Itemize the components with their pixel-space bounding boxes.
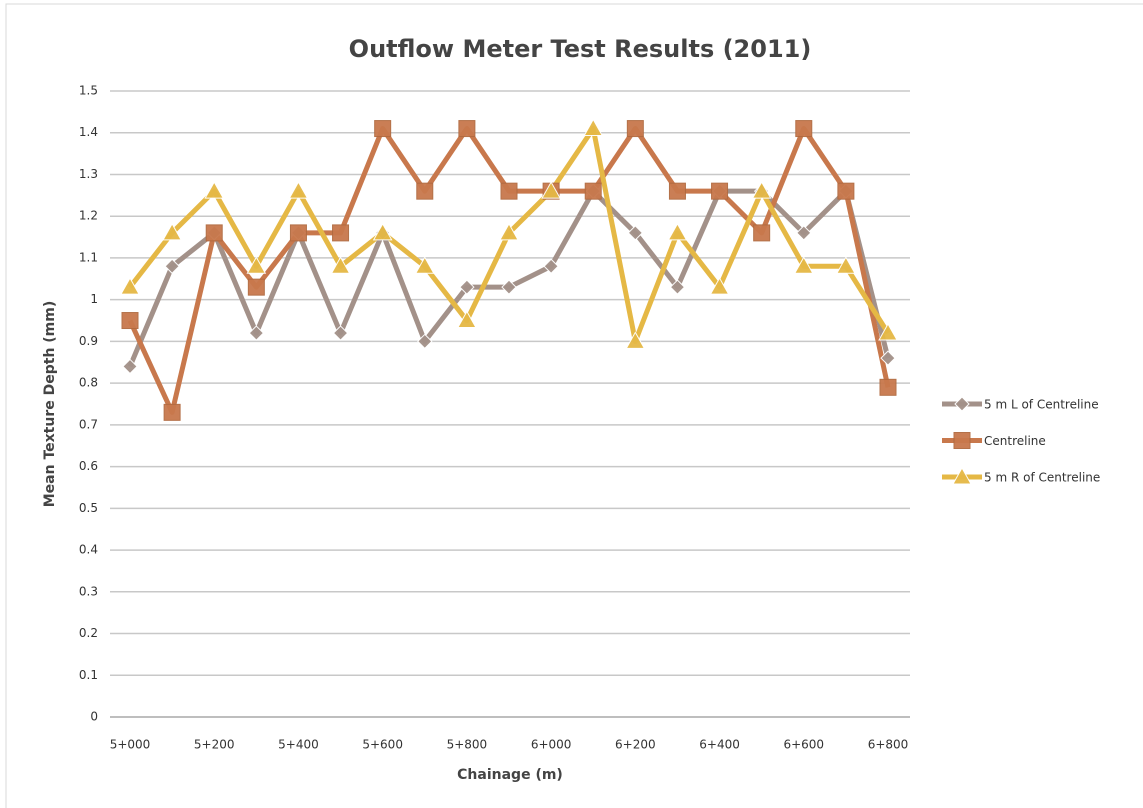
legend-marker <box>953 432 971 449</box>
legend-label: 5 m L of Centreline <box>984 398 1099 412</box>
data-point <box>120 277 140 295</box>
data-point <box>627 225 644 241</box>
y-tick-label: 1.5 <box>79 84 98 98</box>
data-point <box>247 278 265 296</box>
y-axis-label: Mean Texture Depth (mm) <box>42 301 58 508</box>
x-tick-label: 5+000 <box>110 738 151 752</box>
x-tick-label: 5+600 <box>362 738 403 752</box>
y-tick-label: 1.3 <box>79 167 98 181</box>
x-tick-label: 6+800 <box>868 738 909 752</box>
y-tick-label: 0.4 <box>79 543 98 557</box>
x-tick-label: 5+400 <box>278 738 319 752</box>
data-point <box>248 325 265 341</box>
data-point <box>836 256 856 274</box>
data-point <box>711 182 729 200</box>
data-point <box>543 258 559 274</box>
data-point <box>417 333 433 350</box>
data-point <box>499 222 519 241</box>
data-point <box>751 181 772 199</box>
data-point <box>541 181 561 199</box>
data-point <box>501 279 517 295</box>
data-point <box>204 181 225 199</box>
y-tick-label: 0.2 <box>79 626 98 640</box>
data-point <box>793 256 814 274</box>
data-point <box>459 279 475 295</box>
data-point <box>880 350 896 366</box>
x-tick-label: 6+200 <box>615 738 656 752</box>
data-point <box>669 279 686 295</box>
data-point <box>163 403 181 421</box>
data-point <box>795 120 813 138</box>
legend-label: 5 m R of Centreline <box>984 471 1100 485</box>
data-point <box>414 256 435 274</box>
data-point <box>332 224 350 242</box>
data-point <box>332 325 349 341</box>
data-point <box>288 181 309 199</box>
x-axis-label: Chainage (m) <box>457 767 563 783</box>
data-point <box>584 182 602 200</box>
data-point <box>457 310 477 329</box>
data-point <box>164 258 180 274</box>
chart-title: Outflow Meter Test Results (2011) <box>349 35 812 63</box>
data-point <box>667 222 688 241</box>
data-point <box>753 224 771 242</box>
y-tick-label: 0.1 <box>79 668 98 682</box>
y-tick-label: 1.2 <box>79 209 98 223</box>
y-tick-label: 0.7 <box>79 417 98 431</box>
data-point <box>246 256 267 274</box>
y-tick-label: 0.6 <box>79 459 98 473</box>
chart-frame <box>5 3 1143 808</box>
data-point <box>625 331 646 349</box>
y-tick-label: 0.3 <box>79 584 98 598</box>
legend-label: Centreline <box>984 434 1046 448</box>
data-point <box>837 182 855 200</box>
data-point <box>879 378 897 396</box>
data-point <box>500 182 518 200</box>
data-point <box>668 182 686 200</box>
legend-marker <box>952 466 972 485</box>
data-point <box>330 256 351 274</box>
data-point <box>626 120 644 138</box>
y-tick-label: 1.4 <box>79 125 98 139</box>
data-point <box>122 358 138 375</box>
x-tick-label: 6+400 <box>699 738 740 752</box>
y-tick-label: 0.9 <box>79 334 98 348</box>
data-point <box>583 118 604 137</box>
data-point <box>205 224 223 242</box>
data-point <box>289 224 307 242</box>
data-point <box>372 222 393 241</box>
y-tick-label: 1.1 <box>79 250 98 264</box>
x-tick-label: 6+000 <box>531 738 572 752</box>
data-point <box>162 222 182 241</box>
data-point <box>121 312 139 330</box>
series-line <box>127 126 891 415</box>
y-tick-label: 0 <box>90 710 98 724</box>
legend-marker <box>954 396 970 412</box>
data-point <box>374 120 392 138</box>
x-tick-label: 6+600 <box>783 738 824 752</box>
y-tick-label: 0.8 <box>79 376 98 390</box>
data-point <box>878 323 898 341</box>
data-point <box>709 277 730 295</box>
y-tick-label: 1 <box>90 292 98 306</box>
data-point <box>796 225 812 241</box>
data-point <box>458 120 476 138</box>
x-tick-label: 5+200 <box>194 738 235 752</box>
y-tick-label: 0.5 <box>79 501 98 515</box>
data-point <box>416 182 434 200</box>
x-tick-label: 5+800 <box>447 738 488 752</box>
